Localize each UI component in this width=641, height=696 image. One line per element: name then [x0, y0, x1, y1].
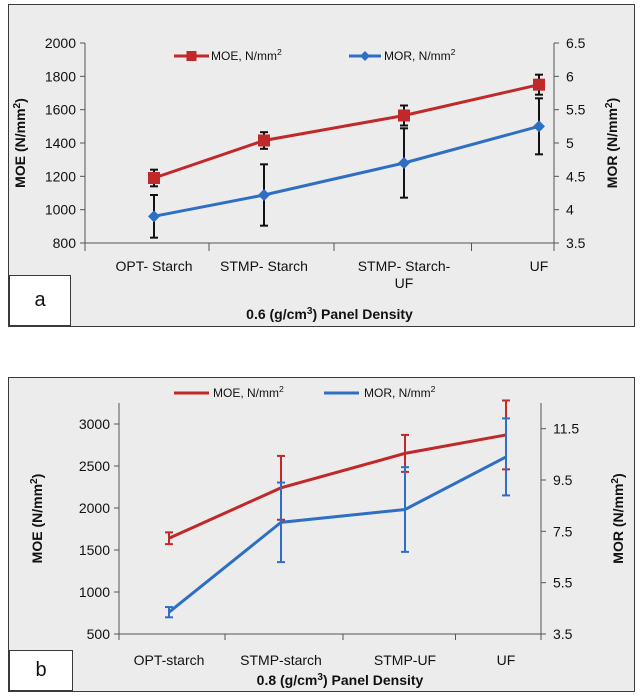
y-axis-title-group: MOE (N/mm2) [12, 98, 28, 188]
y2-tick-label: 5.5 [553, 575, 573, 591]
y2-tick-label: 6.5 [566, 35, 586, 51]
moe-legend-label: MOE, N/mm2 [213, 384, 284, 400]
chart-panel-b: 500 1000 1500 2000 2500 3000 3.5 5.5 7.5 9.5 11.5 O… [8, 377, 635, 692]
y2-axis-title-group: MOR (N/mm2) [604, 98, 620, 188]
mor-point [398, 157, 410, 169]
mor-point [148, 210, 160, 223]
y-tick-label: 1800 [45, 68, 76, 84]
x-category-label: UF [497, 652, 516, 668]
y-tick-label: 500 [87, 626, 111, 642]
y2-tick-label: 9.5 [553, 472, 573, 488]
y-axis-title: MOE (N/mm2) [29, 474, 45, 564]
y-tick-label: 1400 [45, 135, 76, 151]
panel-label-b: b [9, 650, 73, 691]
y2-axis-title-group: MOR (N/mm2) [610, 473, 626, 563]
x-category-label: OPT-starch [134, 652, 205, 668]
y2-tick-label: 11.5 [553, 421, 579, 437]
y-tick-label: 800 [53, 235, 77, 251]
y2-tick-label: 3.5 [566, 235, 586, 251]
y-tick-label: 1600 [45, 102, 76, 118]
y-axis-title: MOE (N/mm2) [12, 98, 28, 188]
x-category-label: STMP- Starch-UF [358, 258, 451, 291]
mor-series-line [168, 455, 507, 614]
moe-legend-marker [186, 51, 197, 61]
y2-tick-label: 4 [566, 202, 574, 218]
moe-point [398, 109, 410, 122]
mor-legend-label: MOR, N/mm2 [384, 47, 456, 63]
y-tick-label: 2000 [79, 500, 110, 516]
mor-series-line [153, 124, 540, 218]
moe-point [148, 172, 160, 184]
moe-legend-label: MOE, N/mm2 [211, 47, 282, 63]
y-tick-label: 2000 [45, 35, 76, 51]
mor-legend-label: MOR, N/mm2 [364, 384, 436, 400]
y-tick-label: 3000 [79, 416, 110, 432]
y-axis-title-group: MOE (N/mm2) [29, 474, 45, 564]
y2-tick-label: 4.5 [566, 168, 586, 184]
moe-point [258, 134, 270, 147]
moe-point [533, 78, 545, 91]
y2-tick-label: 3.5 [553, 626, 573, 642]
x-category-label: UF [530, 258, 549, 274]
x-category-label: STMP-starch [240, 652, 322, 668]
x-category-label: STMP- Starch [220, 258, 308, 274]
x-category-label: OPT- Starch [115, 258, 192, 274]
y2-axis-title: MOR (N/mm2) [604, 98, 620, 188]
y-tick-label: 1000 [79, 584, 110, 600]
moe-series-line [168, 433, 507, 540]
chart-panel-a: 800 1000 1200 1400 1600 1800 2000 3.5 4 4.5 5 5.5 6 6… [8, 4, 635, 327]
chart-a-svg: 800 1000 1200 1400 1600 1800 2000 3.5 4 4.5 5 5.5 6 6… [12, 35, 620, 322]
y-tick-label: 1200 [45, 168, 76, 184]
y2-tick-label: 7.5 [553, 523, 573, 539]
y2-tick-label: 5.5 [566, 102, 586, 118]
y-tick-label: 1000 [45, 202, 76, 218]
y2-axis-title: MOR (N/mm2) [610, 473, 626, 563]
x-axis-title: 0.8 (g/cm3) Panel Density [257, 672, 424, 688]
x-axis-title: 0.6 (g/cm3) Panel Density [246, 306, 413, 322]
mor-point [533, 120, 545, 133]
y2-tick-label: 5 [566, 135, 574, 151]
mor-point [258, 189, 270, 201]
panel-label-a: a [9, 275, 71, 326]
moe-series-line [153, 83, 540, 180]
y-tick-label: 2500 [79, 458, 110, 474]
chart-b-svg: 500 1000 1500 2000 2500 3000 3.5 5.5 7.5 9.5 11.5 O… [29, 384, 626, 688]
y2-tick-label: 6 [566, 68, 574, 84]
y-tick-label: 1500 [79, 542, 110, 558]
x-category-label: STMP-UF [374, 652, 436, 668]
mor-legend-marker [360, 51, 370, 61]
